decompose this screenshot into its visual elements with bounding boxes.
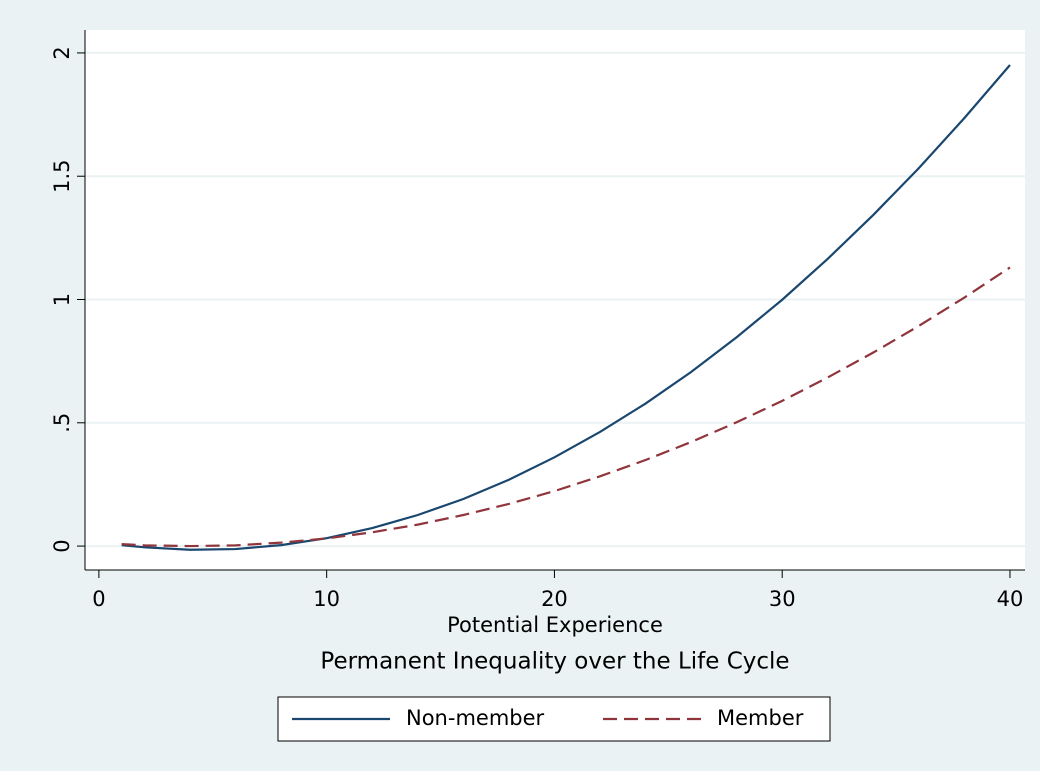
legend-label: Non-member (406, 706, 545, 730)
y-tick-label: 2 (50, 46, 74, 59)
x-axis-label: Potential Experience (447, 613, 663, 637)
x-tick-label: 40 (997, 587, 1024, 611)
series-line (121, 64, 1011, 551)
x-tick-label: 10 (313, 587, 340, 611)
y-tick-label: 0 (50, 539, 74, 552)
y-tick-label: 1 (50, 293, 74, 306)
legend-label: Member (717, 706, 804, 730)
x-tick-label: 20 (541, 587, 568, 611)
y-tick-label: .5 (50, 413, 74, 433)
series-line (121, 266, 1011, 548)
chart-title: Permanent Inequality over the Life Cycle (320, 649, 789, 675)
x-tick-label: 30 (769, 587, 796, 611)
x-tick-label: 0 (92, 587, 105, 611)
y-tick-label: 1.5 (50, 160, 74, 193)
